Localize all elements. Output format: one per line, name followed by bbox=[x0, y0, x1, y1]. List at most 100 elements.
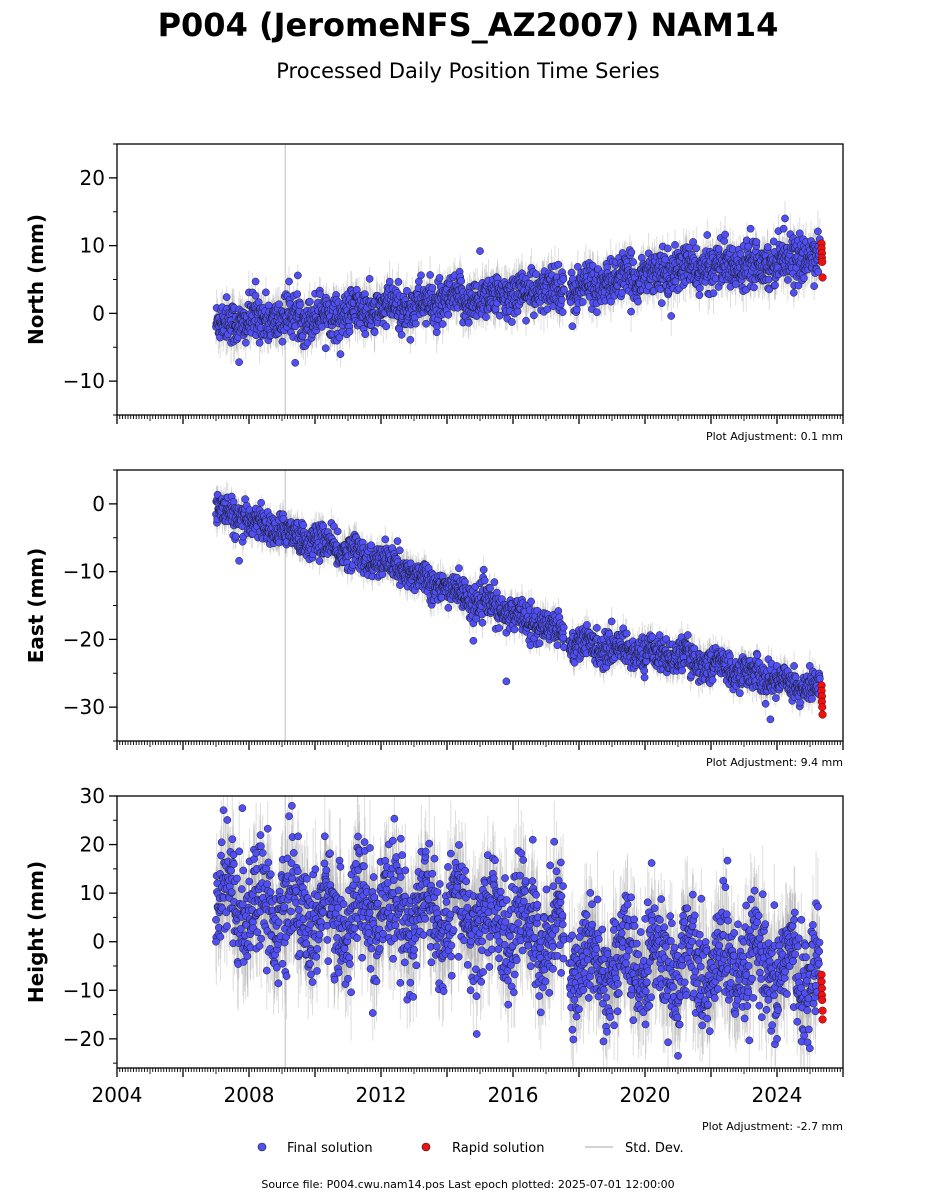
north-final-point bbox=[567, 268, 576, 277]
north-final-point bbox=[261, 288, 270, 297]
figure-title: P004 (JeromeNFS_AZ2007) NAM14 bbox=[158, 6, 779, 44]
north-final-outlier bbox=[779, 224, 788, 233]
north-final-point bbox=[422, 319, 430, 328]
north-final-point bbox=[426, 271, 434, 279]
north-final-point bbox=[578, 298, 587, 306]
north-final-point bbox=[394, 278, 403, 286]
north-final-point bbox=[656, 285, 665, 293]
east-plot-area bbox=[212, 481, 827, 724]
north-y-tick-label: 20 bbox=[80, 166, 105, 190]
north-final-point bbox=[794, 281, 803, 290]
north-final-point bbox=[428, 284, 437, 292]
north-final-point bbox=[365, 274, 374, 283]
north-final-point bbox=[482, 313, 490, 321]
north-final-outlier bbox=[746, 224, 755, 233]
north-final-point bbox=[406, 335, 415, 344]
north-final-point bbox=[397, 330, 406, 339]
north-final-point bbox=[560, 286, 568, 294]
north-final-point bbox=[810, 282, 819, 290]
north-final-point bbox=[508, 318, 516, 326]
north-rapid-point bbox=[818, 257, 827, 266]
north-final-point bbox=[370, 328, 379, 337]
north-final-point bbox=[814, 267, 823, 276]
north-final-point bbox=[403, 287, 411, 295]
north-plot-area bbox=[212, 200, 827, 367]
north-final-point bbox=[720, 237, 729, 245]
north-final-point bbox=[764, 275, 773, 284]
north-final-point bbox=[558, 308, 567, 316]
north-final-point bbox=[736, 250, 745, 258]
north-final-point bbox=[444, 310, 453, 319]
north-final-point bbox=[285, 277, 293, 286]
north-final-point bbox=[543, 305, 552, 314]
north-final-point bbox=[321, 344, 330, 353]
north-final-point bbox=[522, 316, 530, 325]
north-final-point bbox=[361, 330, 370, 339]
north-final-point bbox=[769, 237, 778, 246]
north-final-point bbox=[731, 280, 740, 288]
north-final-point bbox=[721, 230, 729, 239]
north-final-point bbox=[703, 231, 712, 239]
north-final-point bbox=[464, 318, 473, 327]
north-final-point bbox=[411, 319, 420, 328]
north-final-points bbox=[212, 214, 824, 367]
north-y-tick-label: 0 bbox=[92, 301, 105, 325]
north-final-point bbox=[278, 337, 287, 346]
north-final-point bbox=[763, 243, 772, 251]
north-y-axis-label: North (mm) bbox=[24, 214, 48, 345]
north-final-point bbox=[607, 297, 615, 306]
north-final-point bbox=[532, 270, 540, 279]
north-final-point bbox=[305, 297, 314, 306]
north-final-point bbox=[530, 311, 538, 320]
north-final-outlier bbox=[568, 322, 577, 331]
north-final-point bbox=[783, 276, 792, 284]
north-final-point bbox=[771, 281, 779, 290]
north-final-point bbox=[385, 277, 394, 286]
north-final-point bbox=[715, 245, 723, 253]
north-final-point bbox=[695, 284, 704, 293]
north-plot-adjustment: Plot Adjustment: 0.1 mm bbox=[706, 430, 843, 443]
north-final-point bbox=[293, 271, 302, 280]
north-final-point bbox=[255, 338, 264, 347]
north-final-point bbox=[457, 277, 466, 285]
north-final-point bbox=[559, 275, 568, 283]
north-final-outlier bbox=[291, 358, 300, 367]
north-final-point bbox=[661, 255, 670, 264]
north-y-tick-label: 10 bbox=[80, 234, 105, 258]
north-final-point bbox=[657, 299, 666, 307]
north-final-point bbox=[222, 293, 231, 301]
north-rapid-point bbox=[818, 273, 827, 282]
north-final-point bbox=[316, 290, 324, 298]
north-final-point bbox=[692, 244, 701, 253]
north-final-point bbox=[789, 288, 798, 297]
north-final-point bbox=[382, 322, 391, 331]
north-final-point bbox=[275, 300, 283, 309]
north-final-point bbox=[345, 327, 354, 336]
north-rapid-points bbox=[817, 239, 827, 282]
north-final-point bbox=[417, 271, 425, 280]
north-y-tick-label: −10 bbox=[63, 369, 105, 393]
north-final-outlier bbox=[251, 277, 260, 286]
north-final-point bbox=[634, 297, 642, 306]
north-final-point bbox=[814, 227, 822, 236]
north-final-point bbox=[554, 260, 563, 269]
north-final-point bbox=[573, 262, 582, 271]
north-final-point bbox=[593, 308, 601, 317]
north-final-point bbox=[618, 288, 626, 297]
north-final-point bbox=[296, 301, 304, 309]
panel-north: 20 10 0 −10 North (mm) Plot Adjustment: 0.1 m… bbox=[24, 143, 844, 443]
north-final-point bbox=[629, 258, 638, 266]
north-final-point bbox=[627, 248, 636, 257]
north-final-point bbox=[251, 291, 260, 300]
north-final-point bbox=[241, 338, 250, 347]
north-final-point bbox=[744, 242, 753, 251]
north-final-point bbox=[627, 307, 635, 316]
north-final-point bbox=[513, 307, 522, 316]
north-final-outlier bbox=[476, 247, 484, 255]
north-final-point bbox=[709, 289, 718, 298]
north-final-point bbox=[750, 283, 758, 292]
north-final-point bbox=[293, 290, 302, 298]
north-final-point bbox=[667, 312, 676, 320]
